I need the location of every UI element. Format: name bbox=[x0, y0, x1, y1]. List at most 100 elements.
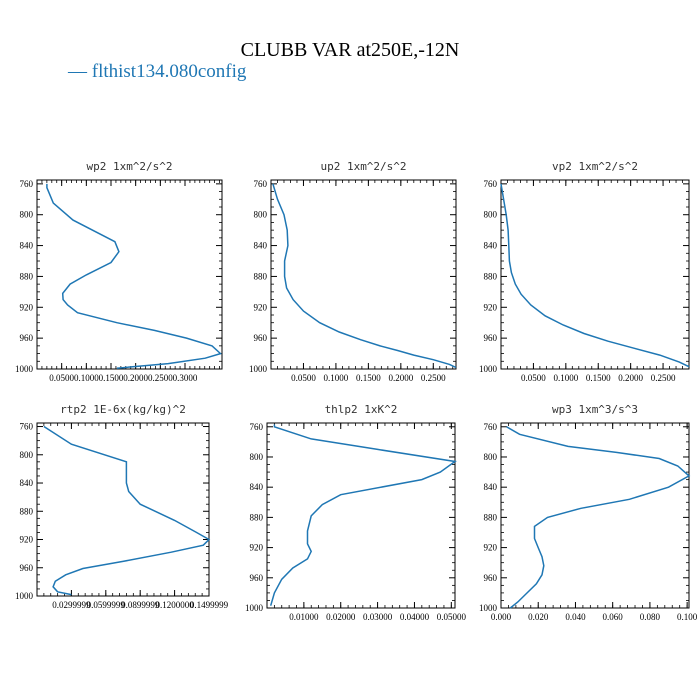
y-tick-label: 1000 bbox=[249, 364, 268, 374]
subplot-1: wp2 1xm^2/s^2 760 800 840 880 920 960 1000 0.050… bbox=[15, 160, 223, 383]
y-tick-label: 760 bbox=[250, 422, 264, 432]
x-tick-label: 0.1000 bbox=[74, 373, 99, 383]
y-tick-label: 960 bbox=[484, 333, 498, 343]
panel-title: thlp2 1xK^2 bbox=[325, 403, 398, 416]
y-tick-label: 760 bbox=[20, 179, 34, 189]
y-tick-label: 800 bbox=[250, 452, 264, 462]
subplot-2: up2 1xm^2/s^2 760 800 840 880 920 960 1000 0.050… bbox=[249, 160, 457, 383]
x-tick-label: 0.2500 bbox=[651, 373, 676, 383]
plot-frame bbox=[36, 179, 223, 370]
y-tick-label: 840 bbox=[484, 241, 498, 251]
x-tick-label: 0.1500 bbox=[356, 373, 381, 383]
x-tick-label: 0.1500 bbox=[99, 373, 124, 383]
y-tick-label: 880 bbox=[20, 271, 34, 281]
x-tick-label: 0.1000 bbox=[324, 373, 349, 383]
y-tick-label: 960 bbox=[484, 573, 498, 583]
y-tick-label: 840 bbox=[20, 241, 34, 251]
x-tick-label: 0.2500 bbox=[148, 373, 173, 383]
y-tick-label: 1000 bbox=[245, 603, 264, 613]
subplot-5: thlp2 1xK^2 760 800 840 880 920 960 1000 0.01000… bbox=[245, 403, 466, 622]
y-tick-label: 920 bbox=[20, 302, 34, 312]
y-tick-label: 960 bbox=[250, 573, 264, 583]
x-tick-label: 0.1000 bbox=[553, 373, 578, 383]
subplot-grid: wp2 1xm^2/s^2 760 800 840 880 920 960 1000 0.050… bbox=[15, 160, 698, 622]
y-tick-label: 880 bbox=[20, 506, 34, 516]
y-tick-label: 840 bbox=[250, 482, 264, 492]
y-tick-label: 920 bbox=[20, 535, 34, 545]
plot-frame bbox=[500, 422, 690, 609]
y-tick-label: 1000 bbox=[15, 591, 34, 601]
x-tick-label: 0.0599999 bbox=[87, 600, 126, 610]
x-tick-label: 0.0500 bbox=[521, 373, 546, 383]
y-tick-label: 800 bbox=[20, 450, 34, 460]
x-tick-label: 0.0500 bbox=[49, 373, 74, 383]
y-tick-label: 800 bbox=[484, 210, 498, 220]
y-tick-label: 840 bbox=[20, 478, 34, 488]
y-tick-label: 1000 bbox=[479, 364, 498, 374]
y-tick-label: 960 bbox=[254, 333, 268, 343]
x-tick-label: 0.0299999 bbox=[52, 600, 91, 610]
x-tick-label: 0.2000 bbox=[388, 373, 413, 383]
series-line bbox=[272, 183, 457, 369]
x-tick-label: 0.03000 bbox=[363, 612, 393, 622]
x-tick-label: 0.2000 bbox=[618, 373, 643, 383]
series-line bbox=[43, 425, 211, 596]
y-tick-label: 960 bbox=[20, 563, 34, 573]
panel-title: wp2 1xm^2/s^2 bbox=[86, 160, 172, 173]
x-tick-label: 0.080 bbox=[640, 612, 661, 622]
plot-frame bbox=[36, 422, 210, 597]
plot-frame bbox=[266, 422, 456, 609]
x-tick-label: 0.04000 bbox=[400, 612, 430, 622]
legend-entry: — flthist134.080config bbox=[67, 61, 247, 82]
x-tick-label: 0.0899999 bbox=[121, 600, 160, 610]
y-tick-label: 880 bbox=[484, 271, 498, 281]
y-tick-label: 920 bbox=[484, 302, 498, 312]
series-line bbox=[500, 183, 690, 368]
y-tick-label: 920 bbox=[254, 302, 268, 312]
plot-frame bbox=[500, 179, 690, 370]
panel-title: wp3 1xm^3/s^3 bbox=[552, 403, 638, 416]
x-tick-label: 0.0500 bbox=[291, 373, 316, 383]
series-line bbox=[506, 426, 691, 609]
panel-title: rtp2 1E-6x(kg/kg)^2 bbox=[60, 403, 186, 416]
x-tick-label: 0.02000 bbox=[326, 612, 356, 622]
x-tick-label: 0.020 bbox=[528, 612, 549, 622]
plot-frame bbox=[270, 179, 457, 370]
y-tick-label: 800 bbox=[484, 452, 498, 462]
series-line bbox=[269, 424, 457, 606]
y-tick-label: 840 bbox=[484, 482, 498, 492]
y-tick-label: 920 bbox=[250, 543, 264, 553]
x-tick-label: 0.000 bbox=[491, 612, 512, 622]
y-tick-label: 920 bbox=[484, 543, 498, 553]
y-tick-label: 1000 bbox=[479, 603, 498, 613]
y-tick-label: 800 bbox=[254, 210, 268, 220]
y-tick-label: 760 bbox=[254, 179, 268, 189]
x-tick-label: 0.05000 bbox=[437, 612, 467, 622]
figure-title: CLUBB VAR at250E,-12N bbox=[241, 39, 460, 61]
subplot-6: wp3 1xm^3/s^3 760 800 840 880 920 960 10000.000… bbox=[479, 403, 698, 622]
subplot-3: vp2 1xm^2/s^2 760 800 840 880 920 960 1000 0.050… bbox=[479, 160, 690, 383]
y-tick-label: 760 bbox=[20, 422, 34, 432]
panel-title: up2 1xm^2/s^2 bbox=[320, 160, 406, 173]
y-tick-label: 960 bbox=[20, 333, 34, 343]
series-line bbox=[46, 183, 222, 369]
y-tick-label: 880 bbox=[254, 271, 268, 281]
panel-title: vp2 1xm^2/s^2 bbox=[552, 160, 638, 173]
y-tick-label: 880 bbox=[484, 512, 498, 522]
y-tick-label: 760 bbox=[484, 179, 498, 189]
x-tick-label: 0.100 bbox=[677, 612, 698, 622]
x-tick-label: 0.3000 bbox=[173, 373, 198, 383]
x-tick-label: 0.1500 bbox=[586, 373, 611, 383]
x-tick-label: 0.060 bbox=[603, 612, 624, 622]
x-tick-label: 0.2500 bbox=[421, 373, 446, 383]
y-tick-label: 880 bbox=[250, 512, 264, 522]
y-tick-label: 1000 bbox=[15, 364, 34, 374]
x-tick-label: 0.1200000 bbox=[155, 600, 194, 610]
x-tick-label: 0.040 bbox=[565, 612, 586, 622]
y-tick-label: 760 bbox=[484, 422, 498, 432]
subplot-4: rtp2 1E-6x(kg/kg)^2 760 800 840 880 920 960 100… bbox=[15, 403, 229, 610]
x-tick-label: 0.2000 bbox=[123, 373, 148, 383]
y-tick-label: 800 bbox=[20, 210, 34, 220]
x-tick-label: 0.01000 bbox=[289, 612, 319, 622]
